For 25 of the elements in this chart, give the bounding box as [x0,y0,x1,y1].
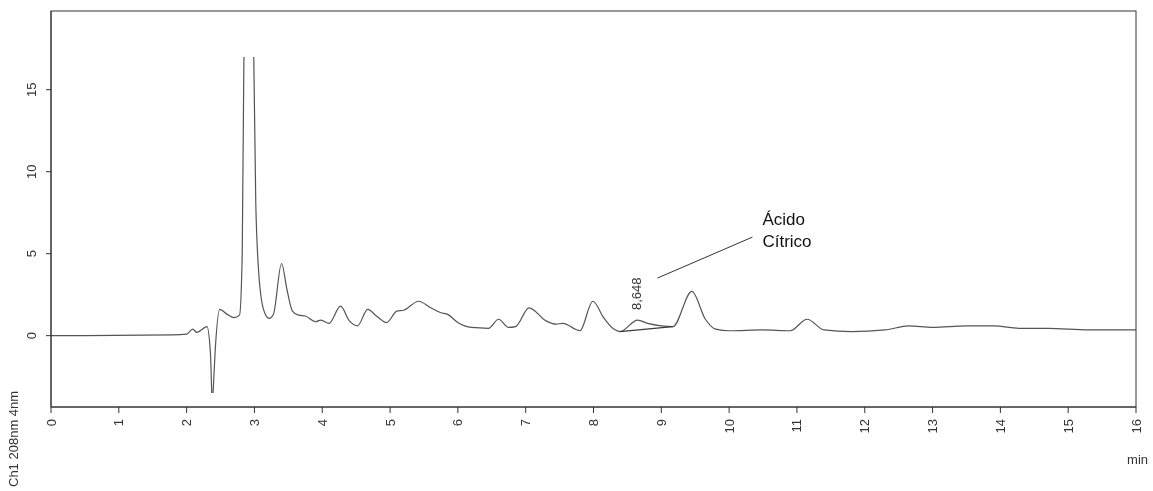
x-tick-label: 3 [246,419,262,427]
y-tick-label: 15 [24,82,39,97]
x-tick-label: 5 [382,419,398,427]
x-tick-label: 6 [450,419,466,427]
annotation: Ácido Cítrico [762,210,812,252]
x-tick-label: 15 [1060,419,1076,434]
y-axis-title: Ch1 208nm 4nm [6,390,21,487]
x-tick-label: 0 [43,419,59,427]
x-tick-label: 7 [518,419,534,427]
y-tick-label: 0 [24,332,39,340]
y-tick-label: 5 [24,250,39,258]
x-tick-label: 16 [1128,419,1144,434]
x-tick-label: 12 [857,419,873,434]
x-tick-label: 9 [653,419,669,427]
x-tick-label: 2 [179,419,195,427]
x-tick-label: 8 [586,419,601,427]
x-tick-label: 11 [789,419,805,433]
x-axis-title: min [1127,452,1148,467]
x-tick-label: 10 [721,419,737,434]
y-tick-label: 10 [24,164,39,179]
annotation: 8,648 [629,277,645,311]
x-tick-label: 1 [111,419,127,427]
x-tick-label: 13 [925,419,941,434]
x-tick-label: 4 [314,419,330,427]
x-tick-label: 14 [992,419,1008,434]
